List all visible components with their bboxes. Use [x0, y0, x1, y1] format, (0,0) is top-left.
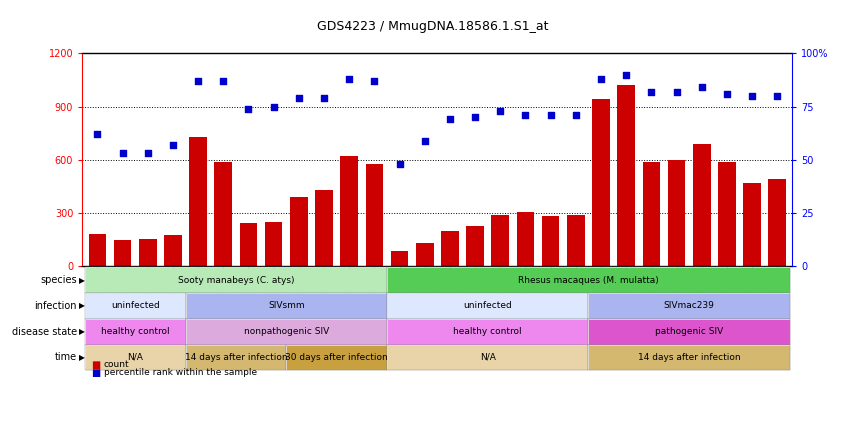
- Point: [720, 90, 734, 97]
- Bar: [340, 156, 358, 266]
- Bar: [391, 251, 409, 266]
- Text: SIVsmm: SIVsmm: [268, 301, 305, 310]
- Bar: [416, 243, 434, 266]
- Bar: [88, 234, 107, 266]
- Text: healthy control: healthy control: [454, 327, 522, 336]
- Point: [242, 105, 255, 112]
- Bar: [466, 226, 484, 266]
- Bar: [139, 239, 157, 266]
- Point: [669, 88, 683, 95]
- Bar: [290, 197, 307, 266]
- Bar: [592, 99, 610, 266]
- Point: [619, 71, 633, 78]
- Text: pathogenic SIV: pathogenic SIV: [655, 327, 723, 336]
- Text: infection: infection: [35, 301, 77, 311]
- Bar: [492, 215, 509, 266]
- Bar: [315, 190, 333, 266]
- Text: SIVmac239: SIVmac239: [663, 301, 714, 310]
- Point: [544, 111, 558, 119]
- Text: GDS4223 / MmugDNA.18586.1.S1_at: GDS4223 / MmugDNA.18586.1.S1_at: [317, 20, 549, 33]
- Text: species: species: [41, 275, 77, 285]
- Point: [367, 77, 381, 84]
- Point: [292, 95, 306, 102]
- Point: [417, 137, 431, 144]
- Point: [443, 116, 457, 123]
- Point: [594, 75, 608, 83]
- Text: uninfected: uninfected: [111, 301, 159, 310]
- Point: [644, 88, 658, 95]
- Text: Sooty manabeys (C. atys): Sooty manabeys (C. atys): [178, 276, 294, 285]
- Bar: [113, 240, 132, 266]
- Bar: [768, 179, 786, 266]
- Text: 14 days after infection: 14 days after infection: [184, 353, 288, 362]
- Bar: [165, 235, 182, 266]
- Bar: [215, 162, 232, 266]
- Bar: [365, 164, 383, 266]
- Bar: [240, 223, 257, 266]
- Text: Rhesus macaques (M. mulatta): Rhesus macaques (M. mulatta): [518, 276, 659, 285]
- Bar: [265, 222, 282, 266]
- Bar: [617, 85, 635, 266]
- Text: percentile rank within the sample: percentile rank within the sample: [104, 369, 257, 377]
- Bar: [693, 144, 710, 266]
- Text: N/A: N/A: [480, 353, 495, 362]
- Bar: [718, 162, 736, 266]
- Point: [317, 95, 331, 102]
- Point: [342, 75, 356, 83]
- Bar: [743, 183, 761, 266]
- Text: ■: ■: [91, 360, 100, 370]
- Text: healthy control: healthy control: [100, 327, 170, 336]
- Point: [494, 107, 507, 115]
- Text: time: time: [55, 353, 77, 362]
- Text: N/A: N/A: [127, 353, 143, 362]
- Bar: [441, 231, 459, 266]
- Point: [141, 150, 155, 157]
- Point: [519, 111, 533, 119]
- Bar: [668, 160, 685, 266]
- Point: [771, 92, 785, 99]
- Point: [695, 84, 708, 91]
- Bar: [190, 137, 207, 266]
- Text: 30 days after infection: 30 days after infection: [285, 353, 388, 362]
- Bar: [643, 162, 660, 266]
- Bar: [542, 216, 559, 266]
- Point: [469, 114, 482, 121]
- Text: count: count: [104, 361, 130, 369]
- Point: [90, 131, 104, 138]
- Text: ▶: ▶: [79, 276, 85, 285]
- Text: 14 days after infection: 14 days after infection: [638, 353, 740, 362]
- Point: [745, 92, 759, 99]
- Point: [216, 77, 230, 84]
- Point: [392, 161, 406, 168]
- Point: [267, 103, 281, 110]
- Text: ■: ■: [91, 368, 100, 378]
- Text: ▶: ▶: [79, 327, 85, 336]
- Text: nonpathogenic SIV: nonpathogenic SIV: [243, 327, 329, 336]
- Point: [569, 111, 583, 119]
- Point: [116, 150, 130, 157]
- Text: uninfected: uninfected: [463, 301, 512, 310]
- Point: [166, 141, 180, 148]
- Text: ▶: ▶: [79, 301, 85, 310]
- Text: ▶: ▶: [79, 353, 85, 362]
- Text: disease state: disease state: [12, 327, 77, 337]
- Bar: [567, 215, 585, 266]
- Bar: [517, 212, 534, 266]
- Point: [191, 77, 205, 84]
